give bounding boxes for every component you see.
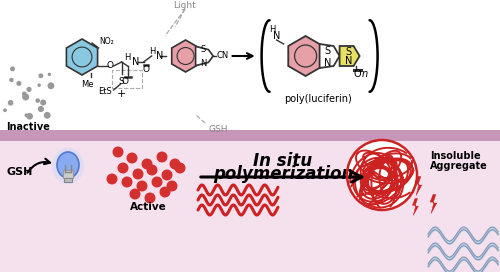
Circle shape [130, 189, 140, 199]
Text: S: S [201, 45, 206, 54]
Polygon shape [320, 44, 340, 68]
Text: O: O [106, 61, 113, 70]
Circle shape [152, 177, 162, 187]
Text: EtS: EtS [98, 88, 112, 97]
Text: H: H [124, 52, 131, 61]
Text: N: N [156, 51, 163, 61]
Circle shape [170, 159, 180, 169]
Text: NO₂: NO₂ [100, 37, 114, 46]
Bar [0, 0, 500, 137]
Text: N: N [273, 31, 280, 41]
Polygon shape [196, 47, 213, 66]
Text: O: O [121, 78, 128, 86]
Text: Active: Active [130, 202, 166, 212]
Bar [64, 178, 72, 182]
Circle shape [17, 82, 20, 85]
Text: In situ: In situ [254, 152, 312, 170]
Bar [0, 130, 500, 272]
Circle shape [167, 181, 177, 191]
Polygon shape [66, 39, 98, 75]
Text: Insoluble: Insoluble [430, 151, 480, 161]
Circle shape [8, 101, 12, 105]
Circle shape [347, 140, 417, 210]
Ellipse shape [52, 148, 84, 184]
Text: n: n [362, 69, 368, 79]
Circle shape [36, 99, 40, 102]
Text: N: N [345, 56, 352, 66]
Circle shape [11, 67, 15, 71]
Circle shape [157, 152, 167, 162]
Circle shape [38, 107, 43, 111]
Text: +: + [117, 89, 126, 99]
Circle shape [10, 79, 13, 82]
Circle shape [4, 109, 6, 112]
Circle shape [122, 177, 132, 187]
Text: S: S [118, 78, 124, 86]
Text: GSH: GSH [208, 125, 228, 134]
Ellipse shape [57, 152, 79, 178]
Text: Inactive: Inactive [6, 122, 50, 132]
Circle shape [160, 187, 170, 197]
Text: Aggregate: Aggregate [430, 161, 488, 171]
Bar [63, 170, 73, 178]
Text: S: S [324, 46, 330, 56]
Circle shape [162, 170, 172, 180]
Circle shape [22, 92, 26, 95]
Circle shape [175, 163, 185, 173]
Polygon shape [430, 194, 437, 214]
Circle shape [142, 159, 152, 169]
Bar [0, 130, 500, 141]
Polygon shape [288, 36, 323, 76]
Circle shape [118, 163, 128, 173]
Circle shape [107, 174, 117, 184]
Text: polymerization: polymerization [213, 165, 353, 183]
Circle shape [39, 74, 42, 78]
Text: GSH: GSH [7, 167, 33, 177]
Circle shape [113, 147, 123, 157]
Text: O: O [354, 69, 362, 79]
Circle shape [147, 165, 157, 175]
Polygon shape [172, 40, 200, 72]
Text: N: N [132, 57, 139, 67]
Circle shape [27, 114, 32, 119]
Circle shape [137, 181, 147, 191]
Circle shape [41, 100, 46, 105]
Text: Me: Me [81, 80, 93, 89]
Polygon shape [412, 199, 418, 215]
Text: S: S [346, 47, 352, 57]
Polygon shape [415, 177, 422, 196]
Text: N: N [200, 58, 207, 67]
Circle shape [27, 88, 31, 91]
Circle shape [48, 73, 50, 75]
Text: H: H [150, 47, 156, 55]
Circle shape [38, 84, 40, 86]
Circle shape [145, 193, 155, 203]
Circle shape [23, 94, 28, 100]
Text: poly(luciferin): poly(luciferin) [284, 94, 352, 104]
Polygon shape [340, 46, 359, 66]
Text: H: H [270, 26, 276, 35]
Text: CN: CN [216, 51, 229, 60]
Circle shape [48, 83, 54, 88]
Circle shape [25, 114, 28, 116]
Text: N: N [324, 58, 332, 68]
Text: O: O [142, 66, 149, 75]
Text: Light: Light [174, 1, 197, 10]
Circle shape [133, 169, 143, 179]
Circle shape [127, 153, 137, 163]
Circle shape [44, 113, 50, 118]
